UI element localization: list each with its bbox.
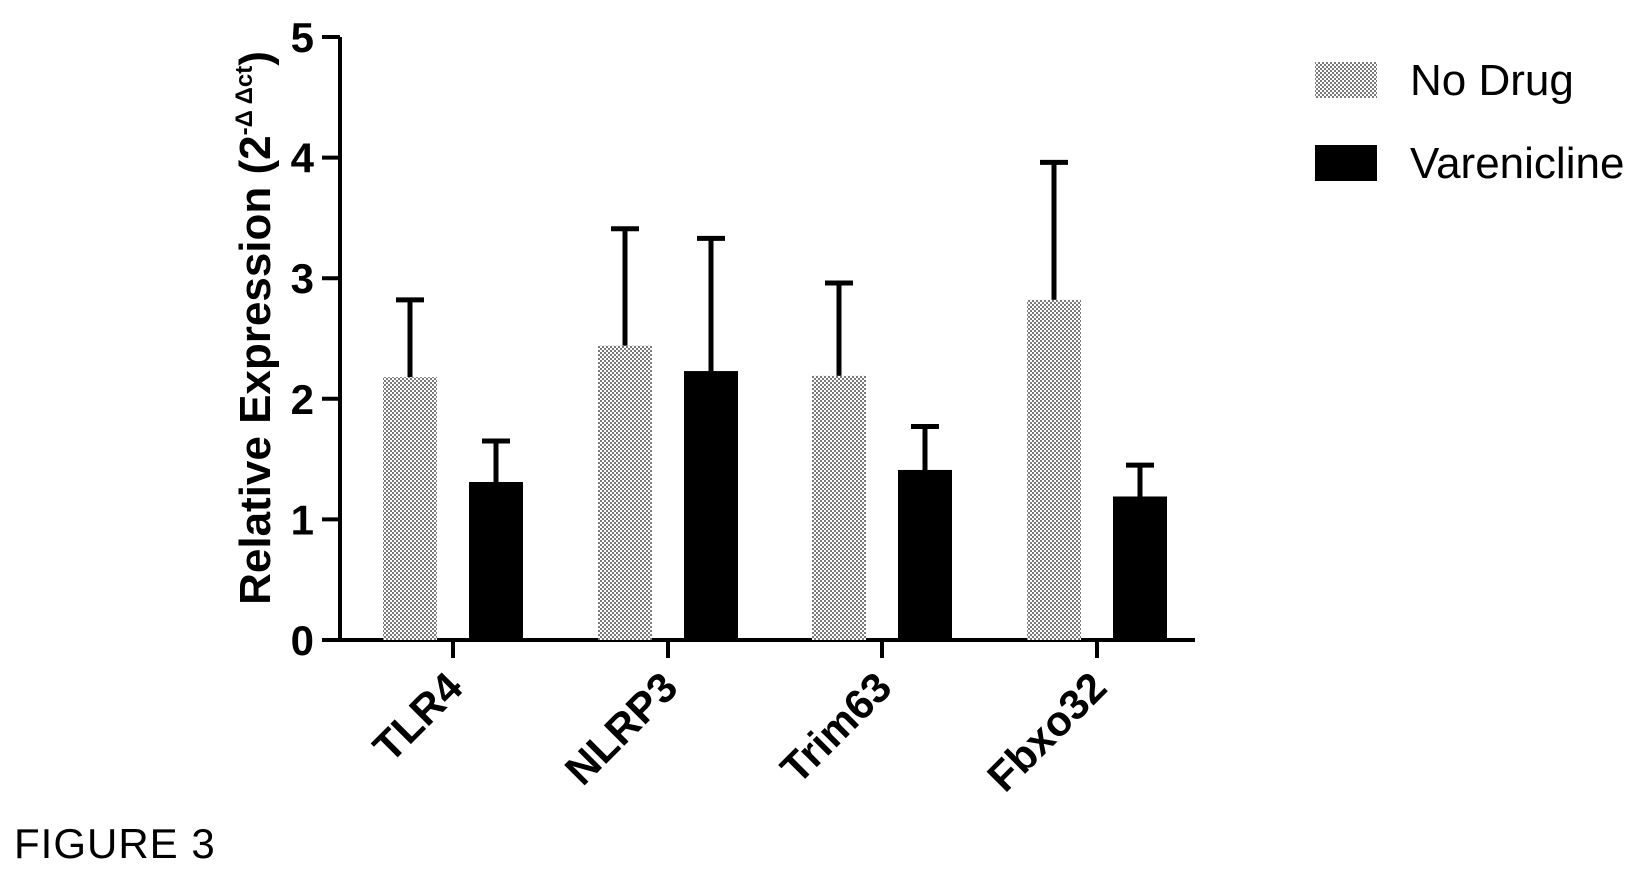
y-tick-label-5: 5	[291, 14, 314, 61]
y-tick-label-1: 1	[291, 496, 314, 543]
legend-label-varenicline: Varenicline	[1410, 139, 1624, 188]
bar-varenicline-nlrp3	[684, 371, 738, 640]
figure-caption: FIGURE 3	[14, 820, 216, 867]
bar-varenicline-tlr4	[469, 482, 523, 640]
bar-no-drug-nlrp3	[598, 345, 652, 640]
bar-no-drug-fbxo32	[1027, 299, 1081, 640]
bar-varenicline-fbxo32	[1113, 496, 1167, 640]
bar-no-drug-tlr4	[383, 377, 437, 640]
x-tick-label-nlrp3: NLRP3	[556, 663, 687, 794]
bars-group	[383, 159, 1167, 640]
bar-varenicline-trim63	[898, 469, 952, 640]
y-tick-label-3: 3	[291, 255, 314, 302]
legend: No Drug Varenicline	[1315, 56, 1624, 188]
y-axis-label: Relative Expression (2-Δ Δct)	[231, 51, 280, 605]
y-tick-label-2: 2	[291, 376, 314, 423]
x-tick-label-tlr4: TLR4	[364, 663, 472, 771]
bar-no-drug-trim63	[812, 375, 866, 640]
x-tick-label-fbxo32: Fbxo32	[978, 663, 1115, 800]
legend-swatch-varenicline	[1315, 145, 1377, 181]
x-tick-label-trim63: Trim63	[771, 663, 900, 792]
y-tick-label-0: 0	[291, 617, 314, 664]
legend-label-no-drug: No Drug	[1410, 56, 1574, 105]
y-tick-label-4: 4	[291, 135, 315, 182]
legend-swatch-no-drug	[1315, 62, 1377, 98]
y-axis-ticks: 0 1 2 3 4 5	[291, 14, 340, 664]
x-axis-ticks: TLR4 NLRP3 Trim63 Fbxo32	[364, 640, 1115, 800]
